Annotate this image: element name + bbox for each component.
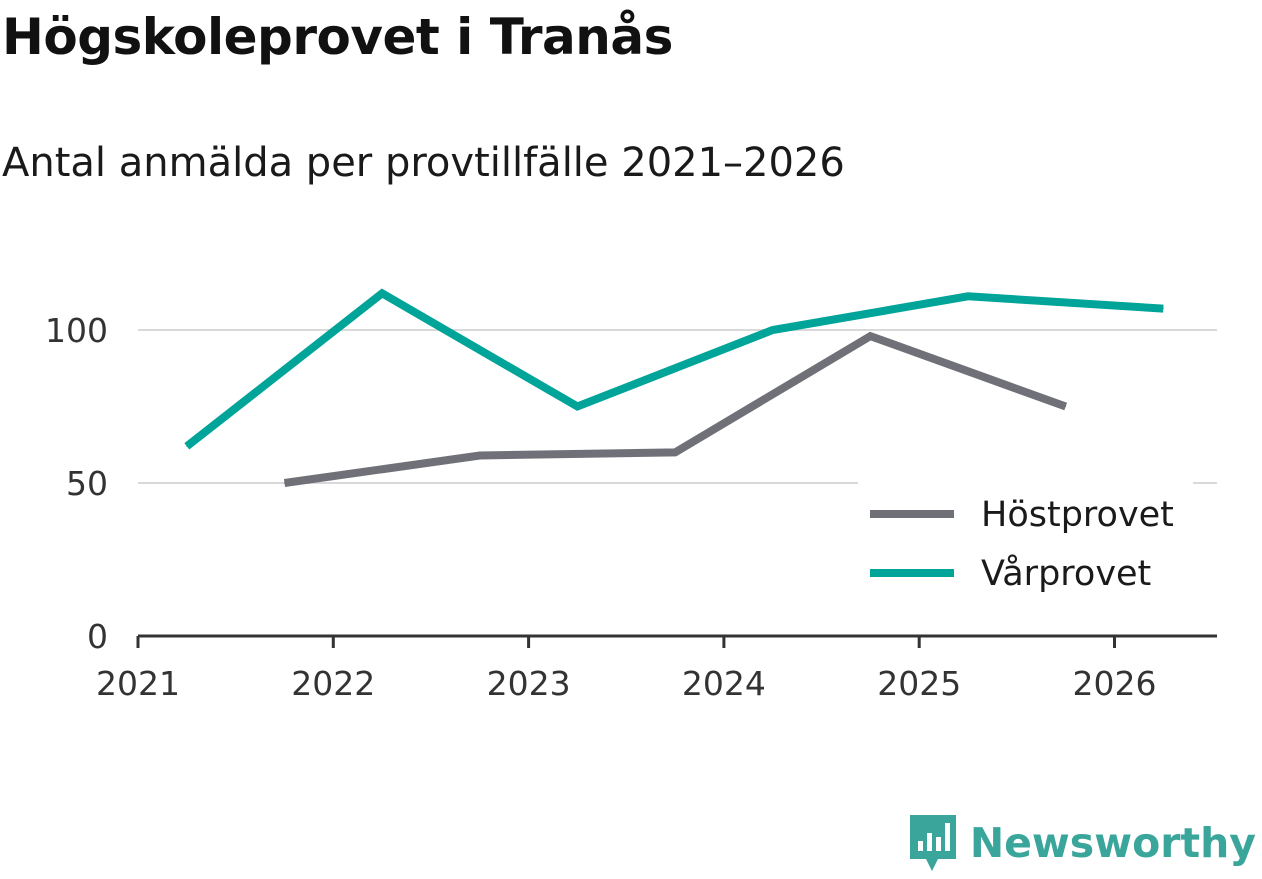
y-tick-label: 100 [45,311,108,350]
x-axis: 2021 2022 2023 2024 2025 2026 [96,634,1217,703]
x-tick-label: 2023 [487,664,571,703]
brand-logo: Newsworthy [908,813,1256,873]
data-point [479,454,481,456]
data-point [1065,406,1067,407]
series-line-hostprovet [283,331,1068,487]
x-tick-label: 2022 [291,664,375,703]
data-point [576,406,578,407]
data-point [283,482,285,484]
legend: Höstprovet Vårprovet [858,480,1193,612]
data-point [1162,308,1164,310]
brand-name: Newsworthy [969,819,1256,867]
x-tick-label: 2026 [1073,664,1157,703]
x-tick-label: 2021 [96,664,180,703]
y-tick-label: 0 [87,617,108,656]
x-tick-label: 2024 [682,664,766,703]
data-point [772,329,774,331]
data-point [967,295,969,297]
data-point [869,335,871,337]
newsworthy-logo-icon [909,815,956,871]
chart-subtitle: Antal anmälda per provtillfälle 2021–202… [2,140,845,186]
data-point [186,445,188,447]
legend-label: Vårprovet [981,553,1151,594]
series-line-varprovet [184,288,1164,450]
data-point [381,292,383,294]
legend-background [858,480,1193,612]
x-tick-label: 2025 [877,664,961,703]
legend-label: Höstprovet [981,495,1174,535]
y-tick-label: 50 [66,464,108,503]
data-point [674,451,676,453]
series-lines [184,288,1164,487]
chart-title: Högskoleprovet i Tranås [2,8,673,66]
y-axis-ticks: 0 50 100 [45,311,108,656]
